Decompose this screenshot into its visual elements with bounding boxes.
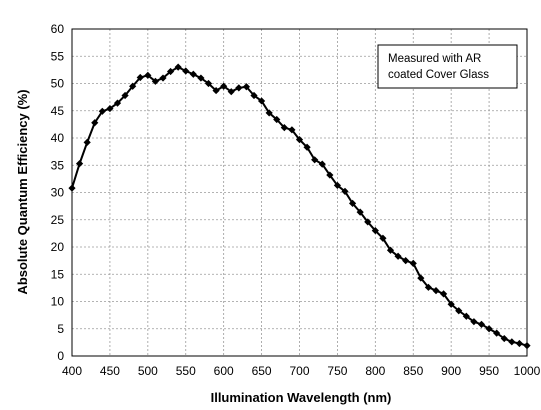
data-point-marker xyxy=(303,143,311,151)
x-tick-label: 500 xyxy=(138,364,158,378)
y-tick-label: 15 xyxy=(51,267,65,281)
data-point-marker xyxy=(113,99,122,107)
data-point-marker xyxy=(326,171,334,179)
data-point-marker xyxy=(166,67,175,76)
data-point-marker xyxy=(273,115,281,124)
x-tick-label: 750 xyxy=(327,364,347,378)
data-point-marker xyxy=(417,274,425,282)
y-tick-label: 30 xyxy=(51,186,65,200)
data-point-marker xyxy=(121,91,129,100)
data-point-marker xyxy=(523,342,531,350)
data-point-marker xyxy=(204,79,213,88)
data-point-marker xyxy=(402,257,410,265)
data-point-marker xyxy=(333,181,342,190)
data-point-marker xyxy=(493,329,501,337)
x-tick-label: 1000 xyxy=(514,364,541,378)
data-point-marker xyxy=(242,83,251,91)
data-point-marker xyxy=(295,136,304,144)
y-tick-label: 0 xyxy=(57,349,64,363)
data-point-marker xyxy=(250,91,258,100)
data-point-marker xyxy=(174,63,182,71)
data-point-marker xyxy=(288,126,296,134)
data-point-marker xyxy=(371,227,379,235)
data-point-marker xyxy=(98,107,106,115)
y-axis-title: Absolute Quantum Efficiency (%) xyxy=(15,89,30,294)
annotation-box: Measured with AR coated Cover Glass xyxy=(377,44,518,89)
y-tick-label: 10 xyxy=(51,295,65,309)
x-tick-label: 550 xyxy=(176,364,196,378)
data-point-marker xyxy=(129,82,137,90)
x-tick-label: 700 xyxy=(289,364,309,378)
data-point-marker xyxy=(235,84,243,92)
y-tick-label: 40 xyxy=(51,131,65,145)
data-point-marker xyxy=(212,86,220,95)
data-point-marker xyxy=(159,74,167,82)
data-point-marker xyxy=(265,109,273,117)
data-point-marker xyxy=(424,283,433,291)
data-point-marker xyxy=(341,187,349,196)
data-point-marker xyxy=(83,138,91,146)
data-point-marker xyxy=(508,338,516,346)
data-point-marker xyxy=(151,77,160,85)
y-axis-tick-labels: 0 5 10 15 20 25 30 35 40 45 50 55 60 xyxy=(51,22,65,363)
data-point-marker xyxy=(189,70,197,78)
data-point-marker xyxy=(515,339,524,348)
data-point-marker xyxy=(280,124,288,132)
y-tick-label: 25 xyxy=(51,213,65,227)
y-tick-label: 55 xyxy=(51,49,65,63)
annotation-line-1: Measured with AR xyxy=(388,53,481,65)
annotation-line-2: coated Cover Glass xyxy=(388,69,489,81)
data-point-marker xyxy=(68,184,76,192)
data-point-marker xyxy=(379,234,387,242)
data-point-marker xyxy=(439,290,448,298)
data-point-marker xyxy=(462,312,470,320)
series-markers xyxy=(68,63,531,350)
y-tick-label: 20 xyxy=(51,240,65,254)
data-point-marker xyxy=(144,71,152,79)
data-point-marker xyxy=(311,156,319,164)
data-point-marker xyxy=(386,246,395,254)
x-tick-label: 900 xyxy=(441,364,461,378)
data-point-marker xyxy=(364,218,372,226)
x-tick-label: 450 xyxy=(100,364,120,378)
plot-area-frame xyxy=(71,28,528,357)
y-tick-label: 45 xyxy=(51,104,65,118)
data-point-marker xyxy=(91,119,99,127)
data-point-marker xyxy=(477,320,486,328)
data-point-marker xyxy=(470,318,478,326)
data-point-marker xyxy=(75,160,84,168)
x-tick-label: 950 xyxy=(479,364,499,378)
data-point-marker xyxy=(227,88,235,96)
data-point-marker xyxy=(106,104,114,113)
data-point-marker xyxy=(348,199,357,207)
data-point-marker xyxy=(356,208,364,216)
x-tick-label: 400 xyxy=(62,364,82,378)
data-point-marker xyxy=(409,259,417,267)
data-point-marker xyxy=(220,82,228,90)
x-tick-label: 800 xyxy=(365,364,385,378)
data-point-marker xyxy=(500,334,508,343)
y-tick-label: 60 xyxy=(51,22,65,36)
y-tick-label: 5 xyxy=(57,322,64,336)
data-point-marker xyxy=(197,74,205,82)
x-tick-label: 650 xyxy=(252,364,272,378)
x-axis-tick-labels: 400 450 500 550 600 650 700 750 800 850 900 950 1000 xyxy=(62,364,541,378)
data-point-marker xyxy=(394,252,402,260)
data-point-marker xyxy=(318,160,326,168)
x-tick-label: 850 xyxy=(403,364,423,378)
data-point-marker xyxy=(136,73,144,82)
y-tick-label: 50 xyxy=(51,77,65,91)
annotation-frame xyxy=(377,44,518,89)
data-point-marker xyxy=(432,287,440,295)
data-point-marker xyxy=(182,67,190,75)
data-point-marker xyxy=(447,300,455,308)
x-tick-label: 600 xyxy=(214,364,234,378)
data-point-marker xyxy=(485,325,493,333)
x-axis-title: Illumination Wavelength (nm) xyxy=(211,390,392,405)
y-tick-label: 35 xyxy=(51,158,65,172)
data-point-marker xyxy=(455,307,463,315)
data-point-marker xyxy=(257,97,266,105)
